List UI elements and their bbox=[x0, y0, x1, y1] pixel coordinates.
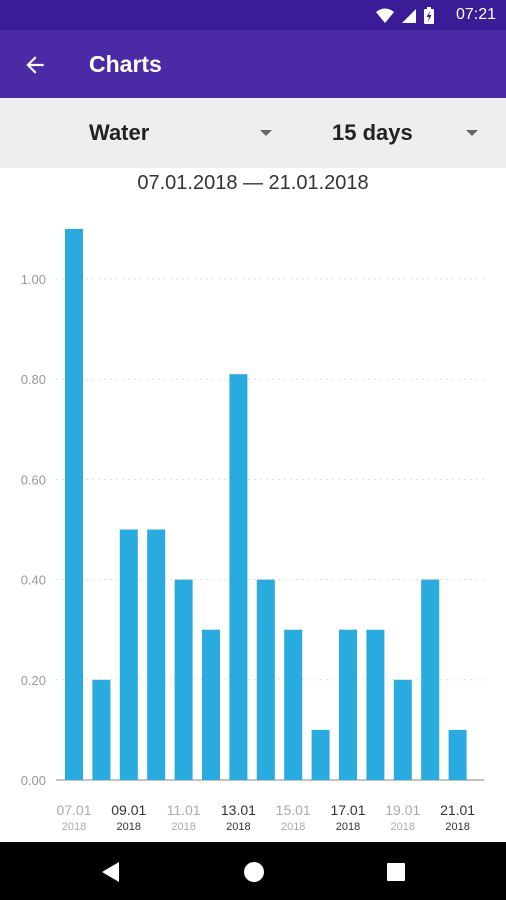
bar bbox=[229, 374, 248, 780]
bar bbox=[366, 629, 385, 780]
signal-icon bbox=[402, 8, 416, 23]
app-bar: Charts bbox=[0, 30, 506, 98]
bar bbox=[65, 228, 83, 780]
chart-title: 07.01.2018 — 21.01.2018 bbox=[137, 172, 369, 194]
bar bbox=[174, 579, 193, 780]
bar bbox=[311, 729, 330, 780]
y-tick-label: 1.00 bbox=[21, 272, 46, 287]
nav-recents-icon[interactable] bbox=[387, 863, 405, 881]
bar-chart: 0.00 0.20 0.40 0.60 0.80 1.00 07.01 2018 09.01 20… bbox=[21, 228, 484, 833]
x-tick-label: 13.01 bbox=[221, 802, 256, 818]
nav-back-icon[interactable] bbox=[101, 861, 121, 883]
navigation-bar bbox=[0, 842, 506, 900]
filter-bar: Water 15 days bbox=[0, 98, 506, 168]
bar bbox=[421, 579, 440, 780]
x-tick-label: 09.01 bbox=[111, 802, 146, 818]
chevron-down-icon bbox=[260, 130, 272, 136]
metric-dropdown-label: Water bbox=[89, 120, 150, 145]
status-time: 07:21 bbox=[455, 6, 496, 23]
y-tick-label: 0.80 bbox=[21, 372, 46, 387]
nav-home-icon[interactable] bbox=[243, 861, 265, 883]
battery-icon bbox=[424, 7, 434, 24]
y-tick-label: 0.20 bbox=[21, 673, 46, 688]
bar bbox=[119, 529, 138, 780]
wifi-icon bbox=[376, 8, 394, 23]
y-tick-label: 0.60 bbox=[21, 472, 46, 487]
page-title: Charts bbox=[89, 51, 162, 77]
x-tick-label: 17.01 bbox=[330, 802, 365, 818]
period-dropdown-label: 15 days bbox=[332, 120, 413, 145]
x-tick-year: 2018 bbox=[281, 821, 305, 833]
x-tick-label: 11.01 bbox=[167, 802, 201, 818]
x-tick-year: 2018 bbox=[62, 821, 86, 833]
x-tick-label: 15.01 bbox=[276, 802, 311, 818]
period-dropdown[interactable]: 15 days bbox=[332, 98, 484, 168]
back-arrow-icon[interactable] bbox=[22, 52, 48, 78]
bar bbox=[284, 629, 303, 780]
y-tick-label: 0.40 bbox=[21, 573, 46, 588]
x-tick-year: 2018 bbox=[226, 821, 250, 833]
bar bbox=[202, 629, 220, 780]
chevron-down-icon bbox=[466, 130, 478, 136]
x-tick-label: 19.01 bbox=[385, 802, 420, 818]
bar bbox=[339, 629, 357, 780]
bar bbox=[147, 529, 166, 780]
x-tick-year: 2018 bbox=[171, 821, 195, 833]
bar bbox=[92, 679, 111, 780]
status-bar: 07:21 bbox=[0, 0, 506, 30]
bar bbox=[256, 579, 275, 780]
x-tick-label: 07.01 bbox=[56, 802, 91, 818]
x-tick-year: 2018 bbox=[117, 821, 141, 833]
x-tick-label: 21.01 bbox=[440, 802, 475, 818]
x-tick-year: 2018 bbox=[391, 821, 415, 833]
y-tick-label: 0.00 bbox=[21, 773, 46, 788]
bar bbox=[393, 679, 412, 780]
metric-dropdown[interactable]: Water bbox=[89, 98, 279, 168]
x-tick-year: 2018 bbox=[336, 821, 360, 833]
status-icons bbox=[376, 7, 434, 24]
x-tick-year: 2018 bbox=[445, 821, 469, 833]
bar bbox=[448, 729, 467, 780]
